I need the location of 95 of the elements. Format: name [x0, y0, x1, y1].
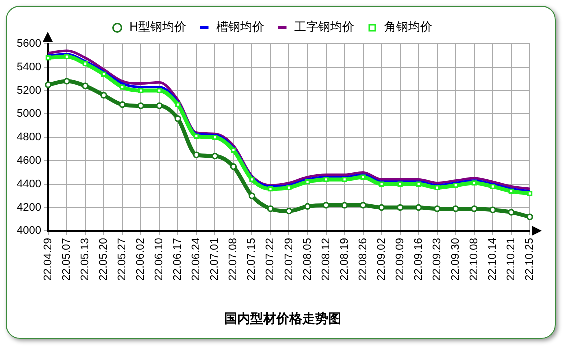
- point: [267, 206, 274, 212]
- point: [119, 101, 126, 108]
- x-tick-label: 22.10.25: [524, 238, 536, 282]
- point: [490, 206, 496, 214]
- x-tick-label: 22.06.02: [135, 238, 148, 282]
- y-tick-label: 5000: [16, 108, 42, 120]
- legend-label: H型钢均价: [129, 20, 187, 34]
- point: [82, 82, 89, 90]
- x-tick-label: 22.06.24: [190, 238, 203, 282]
- y-tick-label: 4200: [16, 202, 42, 214]
- point: [304, 203, 312, 210]
- point: [64, 78, 70, 85]
- point: [248, 192, 256, 200]
- point: [472, 180, 478, 186]
- point: [305, 179, 310, 185]
- point: [82, 61, 88, 66]
- point: [194, 134, 200, 140]
- point: [490, 184, 496, 190]
- point: [416, 182, 422, 187]
- y-tick-label: 5200: [16, 84, 42, 97]
- point: [138, 88, 144, 94]
- point: [398, 182, 403, 187]
- x-tick-label: 22.09.02: [376, 238, 388, 282]
- point: [360, 174, 366, 180]
- text: 国内型材价格走势图: [224, 311, 342, 328]
- point: [434, 185, 440, 190]
- point: [452, 206, 460, 212]
- point: [526, 214, 534, 220]
- legend-label: 槽钢均价: [216, 20, 265, 34]
- x-tick-label: 22.07.29: [283, 238, 296, 282]
- point: [378, 204, 386, 212]
- x-tick-label: 22.05.13: [80, 238, 92, 282]
- point: [341, 202, 348, 209]
- x-tick-label: 22.09.30: [450, 238, 462, 282]
- x-tick-label: 22.07.22: [264, 238, 277, 282]
- y-tick-label: 4600: [16, 155, 42, 168]
- legend-label: 角钢均价: [384, 20, 433, 34]
- x-tick-label: 22.10.21: [506, 238, 518, 282]
- point: [101, 72, 107, 78]
- point: [268, 186, 274, 192]
- point: [250, 177, 255, 182]
- point: [342, 177, 348, 182]
- x-tick-label: 22.09.23: [431, 238, 444, 282]
- x-tick-label: 22.05.27: [116, 238, 129, 282]
- x-tick-label: 22.10.08: [468, 238, 480, 282]
- point: [138, 102, 144, 110]
- point: [45, 82, 52, 88]
- point: [286, 208, 293, 215]
- point: [230, 163, 238, 170]
- x-tick-label: 22.09.09: [394, 238, 406, 282]
- x-tick-label: 22.04.29: [42, 238, 54, 282]
- x-tick-label: 22.06.17: [172, 238, 184, 282]
- y-tick-label: 4400: [16, 178, 42, 190]
- x-tick-label: 22.08.19: [338, 238, 351, 282]
- x-tick-label: 22.05.07: [61, 238, 74, 282]
- point: [508, 209, 515, 216]
- x-tick-label: 22.10.14: [486, 238, 499, 282]
- point: [453, 182, 459, 188]
- point: [174, 116, 182, 122]
- point: [46, 55, 52, 61]
- point: [120, 84, 126, 90]
- x-tick-label: 22.07.08: [228, 238, 240, 282]
- legend-label: 工字钢均价: [294, 20, 355, 34]
- point: [156, 102, 163, 110]
- point: [360, 202, 367, 209]
- point: [212, 135, 218, 140]
- point: [212, 152, 219, 160]
- x-tick-label: 22.07.15: [246, 238, 258, 282]
- point: [397, 204, 404, 212]
- y-tick-label: 5600: [16, 38, 42, 50]
- point: [527, 191, 533, 196]
- x-tick-label: 22.08.12: [320, 238, 332, 282]
- point: [231, 148, 236, 154]
- point: [322, 202, 330, 209]
- x-tick-label: 22.08.05: [302, 238, 314, 282]
- point: [286, 185, 292, 190]
- point: [193, 152, 200, 158]
- point: [64, 54, 70, 60]
- x-tick-label: 22.07.01: [209, 238, 222, 282]
- y-tick-label: 5400: [16, 61, 42, 74]
- x-tick-label: 22.06.10: [154, 238, 166, 282]
- point: [176, 102, 181, 108]
- x-tick-label: 22.09.16: [412, 238, 425, 282]
- point: [508, 188, 514, 194]
- point: [379, 182, 384, 187]
- point: [100, 92, 108, 99]
- point: [324, 177, 329, 182]
- point: [471, 206, 478, 212]
- x-tick-label: 22.05.20: [98, 238, 110, 282]
- y-tick-label: 4000: [16, 225, 42, 238]
- point: [416, 204, 422, 212]
- point: [157, 88, 162, 94]
- y-tick-label: 4800: [16, 132, 42, 144]
- x-tick-label: 22.08.26: [357, 238, 370, 282]
- point: [434, 206, 441, 212]
